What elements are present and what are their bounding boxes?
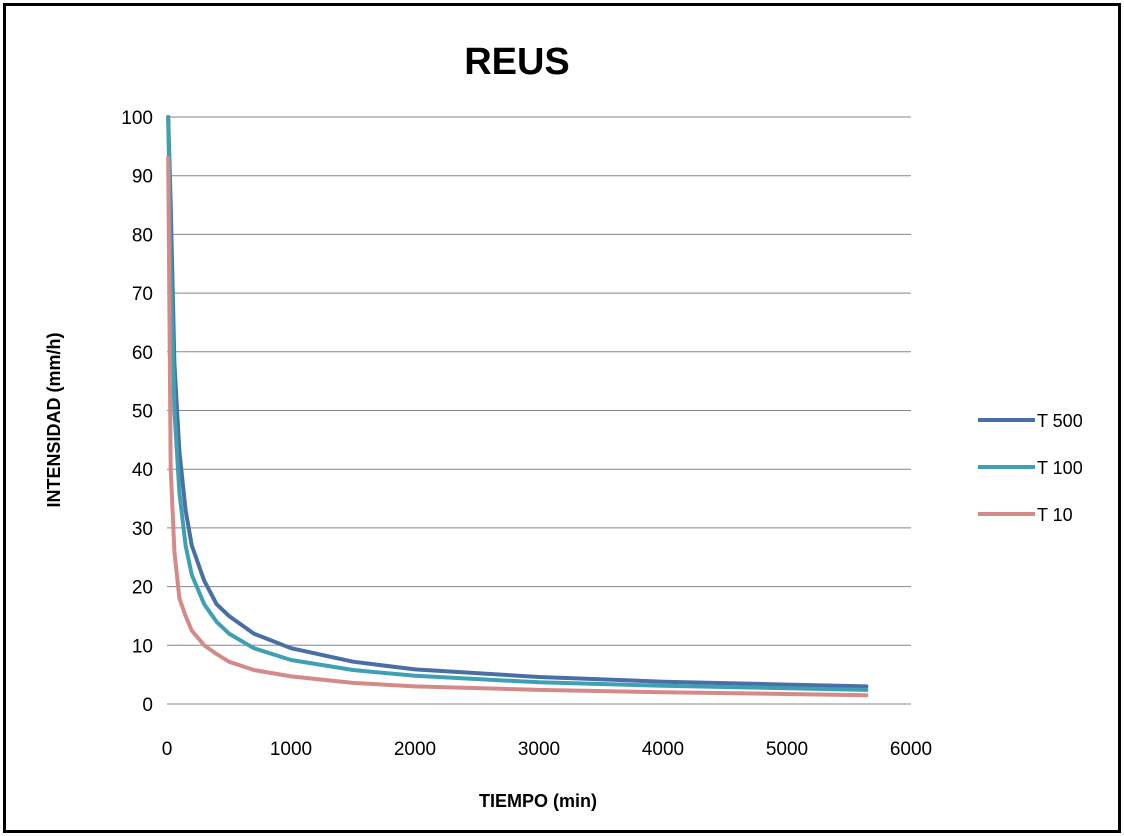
y-tick-label: 60 [132,343,153,364]
y-tick-label: 40 [132,460,153,481]
y-tick-label: 20 [132,578,153,599]
y-tick-label: 90 [132,167,153,188]
y-tick-label: 50 [132,402,153,423]
legend: T 500 T 100 T 10 [978,411,1083,525]
chart-frame: REUS 0 10 20 30 40 50 60 70 80 90 100 0 1000 2000 300… [3,3,1121,833]
legend-label-t-500: T 500 [1037,411,1083,431]
legend-label-t-100: T 100 [1037,458,1083,478]
x-tick-labels: 0 1000 2000 3000 4000 5000 6000 [162,739,932,760]
y-tick-label: 30 [132,519,153,540]
series-line-t-500 [166,115,869,689]
series-line-t-10 [166,156,869,698]
grid-layer [167,116,911,705]
chart-title: REUS [464,41,570,83]
x-tick-label: 1000 [270,739,312,760]
legend-label-t-10: T 10 [1037,505,1073,525]
x-tick-label: 5000 [766,739,808,760]
y-tick-label: 100 [121,108,153,129]
y-tick-label: 80 [132,225,153,246]
x-tick-label: 6000 [890,739,932,760]
series-layer [166,115,869,698]
x-tick-label: 0 [162,739,173,760]
y-tick-label: 10 [132,636,153,657]
chart-svg: REUS 0 10 20 30 40 50 60 70 80 90 100 0 1000 2000 300… [44,41,1083,811]
y-tick-label: 0 [142,695,153,716]
series-line-t-100 [166,115,869,692]
y-axis-label: INTENSIDAD (mm/h) [44,332,64,507]
y-tick-label: 70 [132,284,153,305]
x-tick-label: 3000 [518,739,560,760]
x-axis-label: TIEMPO (min) [479,791,597,811]
x-tick-label: 2000 [394,739,436,760]
y-tick-labels: 0 10 20 30 40 50 60 70 80 90 100 [121,108,153,716]
x-tick-label: 4000 [642,739,684,760]
